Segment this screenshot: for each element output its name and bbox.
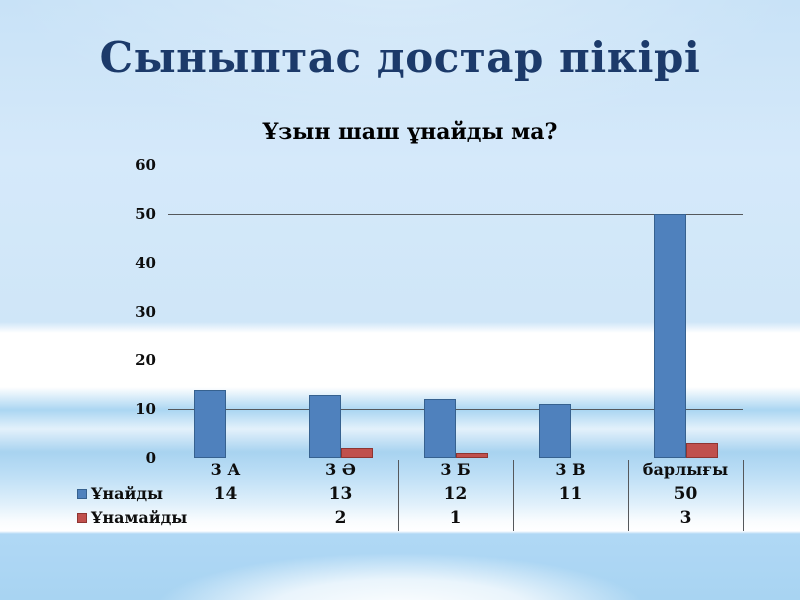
category-label-3: 3 В [555, 460, 586, 479]
bar-unamaidy-1 [340, 448, 373, 458]
category-label-1: 3 Ә [325, 460, 356, 479]
table-divider-3 [513, 460, 514, 531]
bar-unaidy-3 [538, 404, 571, 458]
table-divider-2 [398, 460, 399, 531]
table-value-unamaidy-1: 2 [334, 508, 347, 528]
table-value-unaidy-3: 11 [558, 484, 583, 504]
table-value-unaidy-2: 12 [443, 484, 468, 504]
page-title: Сыныптас достар пікірі [99, 33, 701, 82]
category-label-0: 3 А [210, 460, 241, 479]
y-tick-label-60: 60 [135, 156, 156, 175]
bar-unaidy-4 [653, 214, 686, 458]
table-value-unamaidy-2: 1 [449, 508, 462, 528]
bar-unaidy-2 [423, 399, 456, 458]
bar-unaidy-0 [193, 389, 226, 458]
chart-title: Ұзын шаш ұнайды ма? [262, 119, 558, 145]
y-tick-label-20: 20 [135, 351, 156, 370]
bar-unamaidy-4 [685, 443, 718, 458]
table-value-unaidy-1: 13 [328, 484, 353, 504]
table-value-unaidy-4: 50 [673, 484, 698, 504]
y-tick-label-40: 40 [135, 253, 156, 272]
gridline-10 [168, 409, 743, 411]
y-tick-label-0: 0 [145, 449, 156, 467]
bar-unaidy-1 [308, 394, 341, 458]
y-tick-label-50: 50 [135, 205, 156, 223]
legend-label-unamaidy: Ұнамайды [91, 508, 188, 527]
table-divider-5 [743, 460, 744, 531]
category-label-4: барлығы [642, 460, 729, 479]
y-tick-label-30: 30 [135, 302, 156, 321]
bar-unamaidy-2 [455, 453, 488, 458]
table-divider-4 [628, 460, 629, 531]
legend-key-unamaidy [77, 513, 87, 523]
gridline-50 [168, 214, 743, 215]
table-value-unamaidy-4: 3 [679, 508, 692, 528]
legend-label-unaidy: Ұнайды [91, 484, 164, 503]
category-label-2: 3 Б [440, 460, 471, 479]
table-value-unaidy-0: 14 [213, 484, 238, 504]
legend-key-unaidy [77, 489, 87, 499]
y-tick-label-10: 10 [135, 400, 156, 419]
